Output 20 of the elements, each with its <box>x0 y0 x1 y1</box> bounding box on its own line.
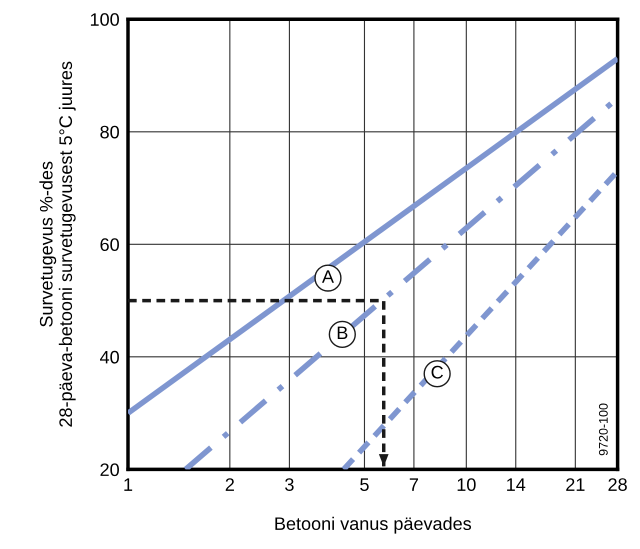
y-tick-label: 100 <box>90 13 119 26</box>
x-tick-label: 21 <box>566 478 584 491</box>
x-tick-label: 28 <box>608 478 627 491</box>
x-axis-title: Betooni vanus päevades <box>275 516 472 534</box>
y-tick-label: 80 <box>100 126 119 138</box>
x-tick-label: 7 <box>410 478 418 491</box>
x-tick-label: 2 <box>226 478 234 491</box>
annotation: B <box>338 326 348 340</box>
annotation: 9720-100 <box>598 404 608 456</box>
annotation: A <box>322 270 334 283</box>
annotation: C <box>432 366 443 379</box>
x-tick-label: 5 <box>360 478 369 491</box>
y-tick-label: 20 <box>100 463 119 476</box>
x-tick-label: 3 <box>285 478 294 491</box>
x-tick-label: 10 <box>458 478 476 491</box>
y-tick-label: 60 <box>100 238 119 252</box>
y-axis-title: Survetugevus %-des 28-päeva-betooni survetugevusest 5°C juures <box>39 62 76 427</box>
y-tick-label: 40 <box>100 350 119 364</box>
x-tick-label: 1 <box>124 478 132 491</box>
x-tick-label: 14 <box>507 478 526 491</box>
